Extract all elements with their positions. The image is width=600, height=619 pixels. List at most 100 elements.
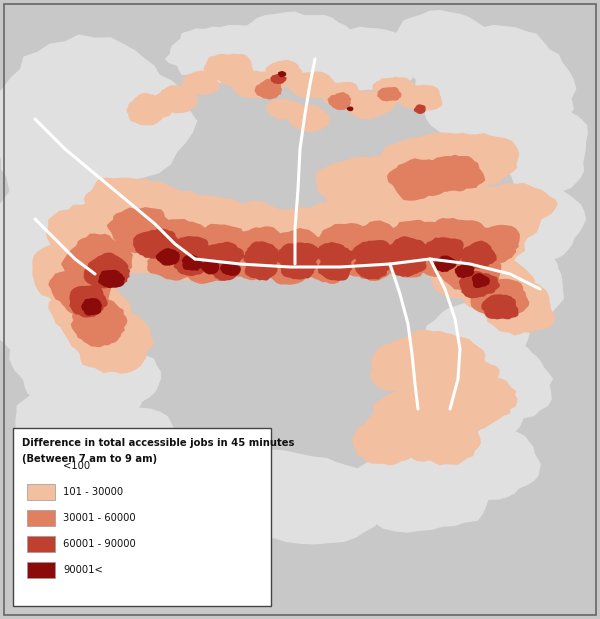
Polygon shape	[481, 294, 518, 319]
Polygon shape	[232, 71, 277, 98]
Polygon shape	[270, 74, 287, 84]
Polygon shape	[463, 258, 535, 318]
Polygon shape	[0, 109, 112, 228]
Polygon shape	[446, 376, 518, 422]
Polygon shape	[280, 258, 317, 279]
Polygon shape	[154, 85, 198, 113]
Polygon shape	[298, 200, 377, 256]
Polygon shape	[16, 380, 128, 460]
Polygon shape	[349, 220, 413, 269]
Polygon shape	[464, 183, 558, 238]
Polygon shape	[354, 252, 390, 279]
Polygon shape	[442, 337, 553, 419]
Polygon shape	[119, 220, 195, 274]
Polygon shape	[417, 357, 500, 405]
Polygon shape	[46, 198, 141, 276]
Polygon shape	[370, 340, 453, 393]
Polygon shape	[83, 253, 130, 288]
Polygon shape	[385, 236, 431, 267]
Polygon shape	[459, 271, 500, 298]
Polygon shape	[379, 132, 493, 193]
Polygon shape	[265, 60, 303, 87]
Polygon shape	[419, 236, 472, 277]
Polygon shape	[427, 218, 491, 264]
Polygon shape	[343, 447, 490, 533]
Polygon shape	[0, 35, 197, 185]
Polygon shape	[218, 200, 295, 256]
Polygon shape	[121, 187, 220, 247]
Polygon shape	[310, 223, 373, 270]
Polygon shape	[254, 79, 282, 100]
Polygon shape	[423, 237, 464, 267]
Polygon shape	[340, 191, 433, 258]
Polygon shape	[200, 259, 219, 274]
Polygon shape	[180, 249, 234, 284]
Polygon shape	[276, 243, 320, 271]
Polygon shape	[209, 225, 275, 271]
Polygon shape	[125, 436, 275, 521]
Polygon shape	[288, 104, 330, 132]
Polygon shape	[472, 273, 490, 288]
Polygon shape	[461, 241, 497, 269]
Polygon shape	[315, 157, 403, 216]
Polygon shape	[393, 330, 485, 392]
Bar	[27, 562, 55, 578]
Polygon shape	[107, 207, 175, 253]
Polygon shape	[48, 262, 111, 316]
Polygon shape	[425, 378, 509, 438]
Polygon shape	[267, 98, 302, 119]
Polygon shape	[392, 353, 467, 413]
Polygon shape	[347, 106, 353, 111]
Polygon shape	[155, 248, 180, 266]
Polygon shape	[232, 227, 287, 264]
Polygon shape	[205, 241, 245, 267]
Polygon shape	[181, 71, 220, 95]
Polygon shape	[69, 285, 108, 318]
Polygon shape	[270, 228, 328, 271]
Polygon shape	[352, 240, 395, 269]
Polygon shape	[395, 85, 442, 111]
Polygon shape	[370, 216, 458, 274]
Polygon shape	[147, 243, 206, 280]
Polygon shape	[454, 215, 529, 264]
Polygon shape	[395, 409, 481, 465]
Polygon shape	[297, 27, 420, 91]
Polygon shape	[316, 242, 355, 272]
Polygon shape	[247, 223, 321, 276]
Polygon shape	[317, 256, 352, 281]
Polygon shape	[420, 423, 541, 503]
Bar	[27, 484, 55, 500]
Polygon shape	[418, 214, 495, 268]
Polygon shape	[286, 71, 336, 98]
Polygon shape	[62, 408, 193, 488]
Polygon shape	[502, 174, 586, 262]
Polygon shape	[165, 25, 279, 84]
Text: 101 - 30000: 101 - 30000	[63, 487, 123, 497]
Polygon shape	[372, 77, 418, 104]
Polygon shape	[377, 362, 527, 477]
Polygon shape	[156, 228, 235, 281]
Polygon shape	[370, 387, 449, 448]
Bar	[27, 536, 55, 552]
Polygon shape	[337, 221, 415, 275]
Polygon shape	[182, 254, 203, 271]
Polygon shape	[32, 237, 117, 314]
Polygon shape	[388, 220, 453, 262]
Polygon shape	[303, 243, 358, 284]
Polygon shape	[152, 219, 210, 261]
Polygon shape	[430, 183, 521, 245]
Polygon shape	[173, 251, 210, 276]
Polygon shape	[423, 155, 485, 192]
Polygon shape	[168, 236, 209, 266]
Polygon shape	[482, 280, 556, 335]
Polygon shape	[424, 132, 519, 189]
Polygon shape	[203, 54, 254, 87]
Polygon shape	[414, 38, 526, 145]
Polygon shape	[81, 298, 102, 316]
Text: 60001 - 90000: 60001 - 90000	[63, 539, 136, 549]
Polygon shape	[98, 270, 125, 288]
Polygon shape	[133, 228, 178, 259]
Polygon shape	[61, 233, 133, 287]
Text: <100: <100	[63, 461, 90, 471]
Polygon shape	[220, 262, 241, 276]
